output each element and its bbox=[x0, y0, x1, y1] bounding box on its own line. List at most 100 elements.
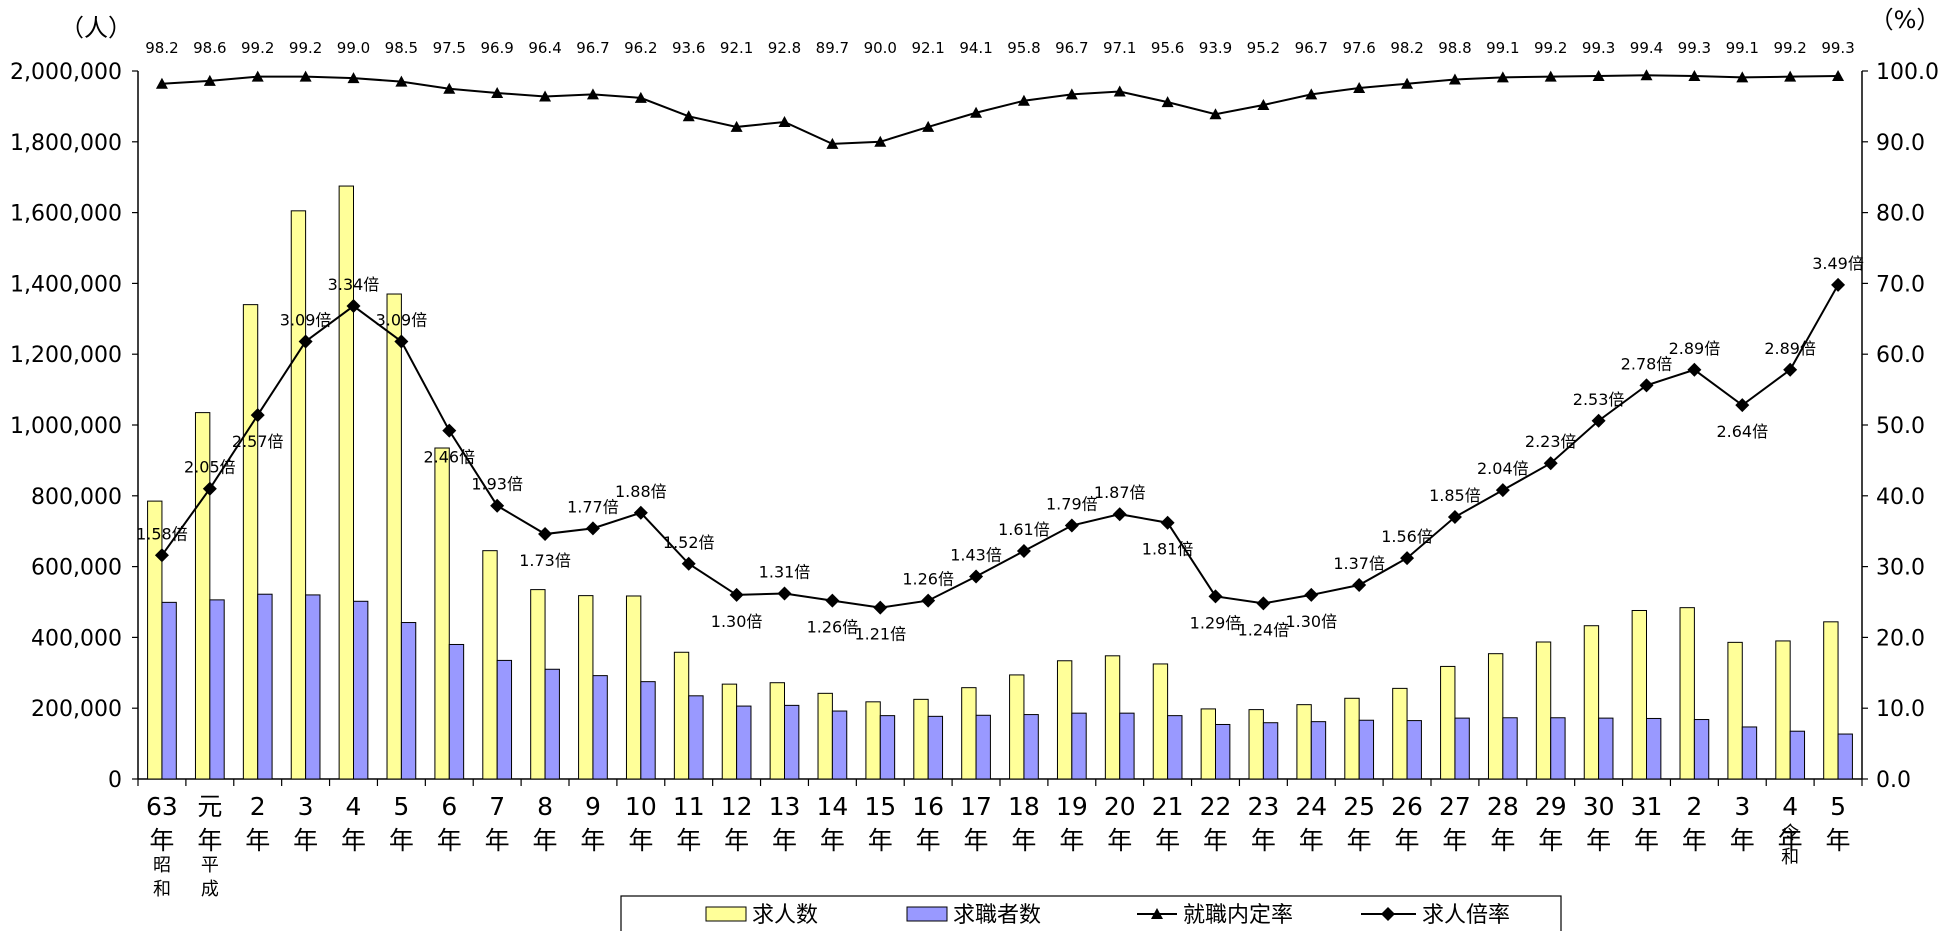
x-tick-year-suffix: 年 bbox=[293, 826, 318, 855]
bar-job-seekers bbox=[736, 705, 752, 780]
job-ratio-label: 2.57倍 bbox=[232, 432, 284, 451]
placement-rate-label: 95.2 bbox=[1247, 39, 1280, 57]
x-tick-year-suffix: 年 bbox=[628, 826, 653, 855]
x-tick-label: 10 bbox=[625, 792, 657, 821]
placement-rate-label: 99.0 bbox=[337, 39, 370, 57]
placement-rate-label: 96.7 bbox=[1295, 39, 1328, 57]
placement-rate-label: 99.3 bbox=[1821, 39, 1854, 57]
legend-label-placement-rate: 就職内定率 bbox=[1183, 903, 1293, 928]
placement-rate-point bbox=[1640, 69, 1653, 81]
bar-job-seekers bbox=[1598, 717, 1614, 780]
x-tick-label: 30 bbox=[1583, 792, 1615, 821]
left-tick-label: 1,200,000 bbox=[10, 343, 122, 368]
left-tick-label: 0 bbox=[108, 768, 122, 793]
job-ratio-point bbox=[1831, 277, 1846, 292]
era-label-char: 令 bbox=[1781, 823, 1799, 844]
job-ratio-point bbox=[298, 334, 313, 349]
job-ratio-point bbox=[1591, 413, 1606, 428]
placement-rate-label: 96.7 bbox=[576, 39, 609, 57]
placement-rate-point bbox=[251, 70, 264, 82]
x-tick-year-suffix: 年 bbox=[676, 826, 701, 855]
x-tick-label: 7 bbox=[489, 792, 505, 821]
placement-rate-label: 96.2 bbox=[624, 39, 657, 57]
bar-job-openings bbox=[242, 304, 259, 780]
placement-rate-point bbox=[730, 120, 743, 132]
job-ratio-point bbox=[1208, 589, 1223, 604]
bar-job-seekers bbox=[1023, 714, 1039, 780]
x-tick-label: 9 bbox=[585, 792, 601, 821]
job-ratio-label: 3.09倍 bbox=[280, 310, 332, 329]
x-tick-year-suffix: 年 bbox=[964, 826, 989, 855]
legend-label-job-openings: 求人数 bbox=[752, 903, 818, 928]
job-ratio-label: 1.87倍 bbox=[1094, 483, 1146, 502]
job-ratio-point bbox=[873, 600, 888, 615]
x-tick-label: 4 bbox=[346, 792, 362, 821]
era-label-char: 平 bbox=[201, 855, 219, 876]
x-tick-label: 16 bbox=[912, 792, 944, 821]
job-ratio-point bbox=[633, 505, 648, 520]
x-tick-label: 27 bbox=[1439, 792, 1471, 821]
placement-rate-point bbox=[347, 72, 360, 84]
placement-rate-point bbox=[1496, 71, 1509, 83]
bar-job-openings bbox=[386, 293, 402, 780]
job-ratio-label: 2.89倍 bbox=[1764, 339, 1816, 358]
x-tick-year-suffix: 年 bbox=[341, 826, 366, 855]
x-tick-label: 20 bbox=[1104, 792, 1136, 821]
job-ratio-point bbox=[346, 299, 361, 314]
bar-job-openings bbox=[769, 682, 786, 780]
x-tick-label: 4 bbox=[1782, 792, 1798, 821]
x-tick-label: 元 bbox=[197, 792, 222, 821]
job-ratio-label: 2.89倍 bbox=[1669, 339, 1721, 358]
placement-rate-label: 99.2 bbox=[1534, 39, 1567, 57]
x-tick-label: 17 bbox=[960, 792, 992, 821]
placement-rate-point bbox=[155, 77, 168, 89]
placement-rate-point bbox=[922, 120, 935, 132]
job-ratio-label: 2.46倍 bbox=[423, 448, 475, 467]
era-label-char: 昭 bbox=[153, 855, 171, 876]
bar-job-openings bbox=[865, 701, 881, 780]
bar-job-seekers bbox=[161, 601, 177, 780]
job-ratio-point bbox=[1783, 362, 1798, 377]
bar-job-openings bbox=[1631, 609, 1647, 780]
placement-rate-label: 97.6 bbox=[1342, 39, 1375, 57]
x-tick-year-suffix: 年 bbox=[1586, 826, 1611, 855]
x-tick-label: 6 bbox=[441, 792, 457, 821]
x-tick-year-suffix: 年 bbox=[1107, 826, 1132, 855]
placement-rate-label: 98.6 bbox=[193, 39, 226, 57]
placement-rate-label: 99.3 bbox=[1582, 39, 1615, 57]
placement-rate-label: 99.2 bbox=[241, 39, 274, 57]
bar-job-openings bbox=[1296, 704, 1312, 780]
job-ratio-label: 1.93倍 bbox=[471, 475, 523, 494]
bar-job-openings bbox=[625, 595, 642, 780]
placement-rate-label: 96.4 bbox=[528, 39, 561, 57]
job-ratio-point bbox=[1256, 596, 1271, 611]
x-tick-label: 28 bbox=[1487, 792, 1519, 821]
bar-job-seekers bbox=[257, 593, 273, 780]
job-ratio-label: 2.04倍 bbox=[1477, 459, 1529, 478]
placement-rate-point bbox=[1448, 73, 1461, 85]
right-tick-label: 70.0 bbox=[1876, 272, 1925, 297]
right-tick-label: 80.0 bbox=[1876, 202, 1925, 227]
job-ratio-label: 1.31倍 bbox=[759, 563, 811, 582]
placement-rate-label: 92.1 bbox=[911, 39, 944, 57]
bar-job-openings bbox=[1775, 640, 1791, 780]
legend-marker-job-ratio bbox=[1381, 907, 1395, 921]
placement-rate-label: 90.0 bbox=[864, 39, 897, 57]
right-axis-unit: （%） bbox=[1870, 6, 1941, 34]
bar-job-openings bbox=[482, 550, 498, 780]
right-tick-label: 60.0 bbox=[1876, 343, 1925, 368]
bar-job-seekers bbox=[975, 714, 991, 780]
legend-swatch-job-openings bbox=[705, 906, 747, 922]
bar-job-openings bbox=[1200, 708, 1216, 780]
job-ratio-label: 2.05倍 bbox=[184, 458, 236, 477]
x-tick-label: 13 bbox=[769, 792, 801, 821]
x-tick-year-suffix: 年 bbox=[772, 826, 797, 855]
job-ratio-point bbox=[442, 423, 457, 438]
placement-rate-point bbox=[1017, 94, 1030, 106]
placement-rate-point bbox=[1736, 71, 1749, 83]
placement-rate-point bbox=[1353, 81, 1366, 93]
job-ratio-label: 2.78倍 bbox=[1621, 354, 1673, 373]
x-tick-label: 26 bbox=[1391, 792, 1423, 821]
job-ratio-line bbox=[161, 284, 1839, 609]
